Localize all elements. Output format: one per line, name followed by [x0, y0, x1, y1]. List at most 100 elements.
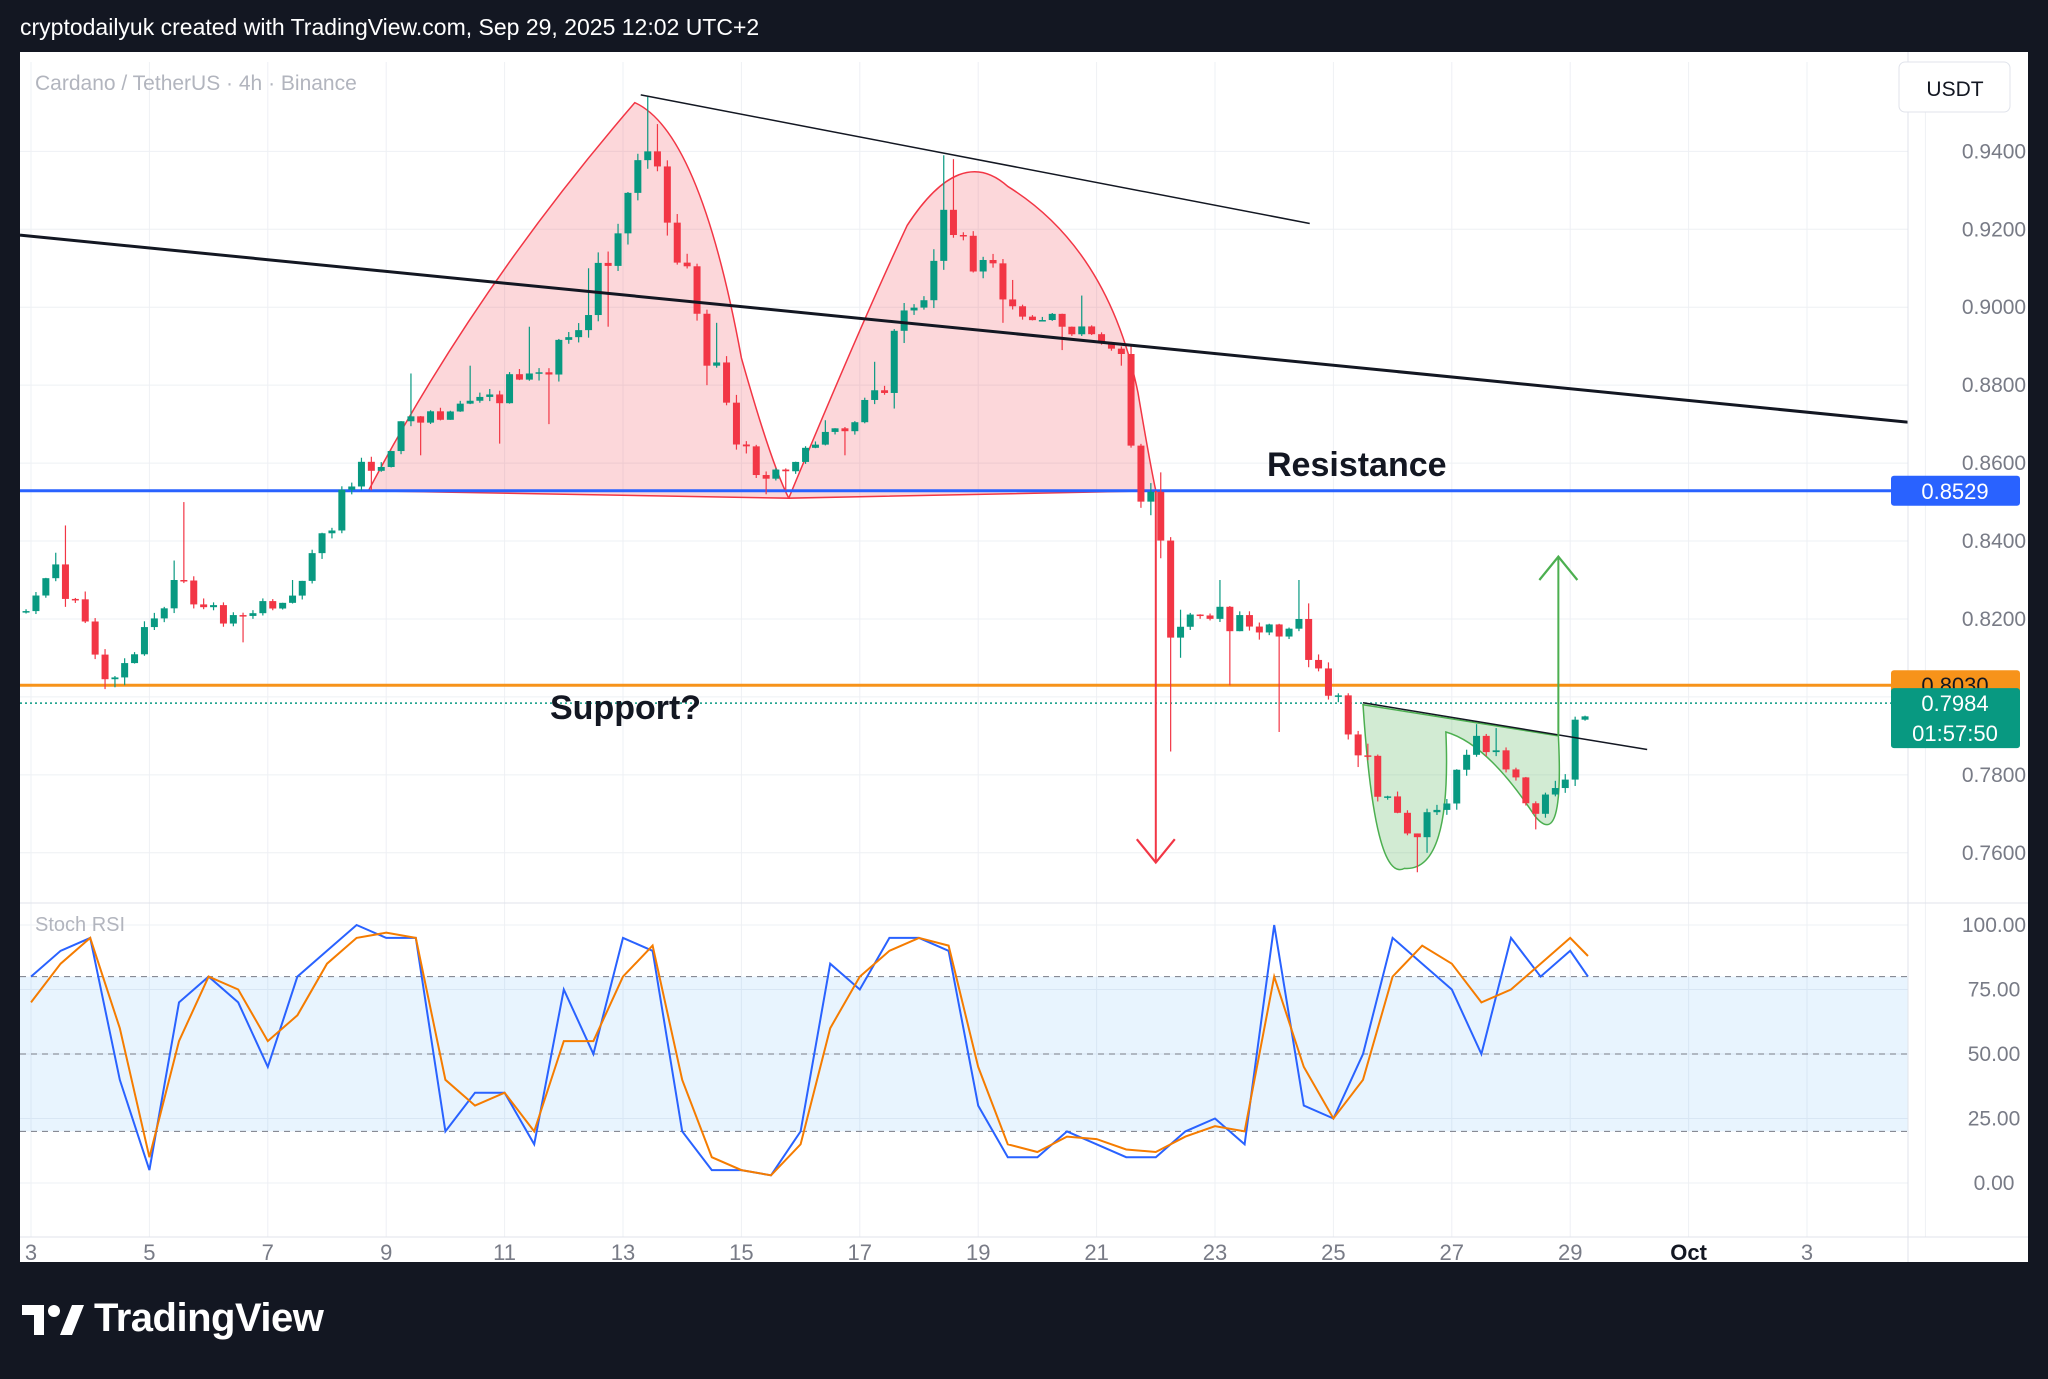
- candle-body: [881, 390, 889, 393]
- tradingview-logo[interactable]: TradingView: [22, 1296, 324, 1341]
- candle-body: [1285, 628, 1293, 637]
- price-axis-tick-label: 0.8600: [1962, 452, 2026, 475]
- candle-body: [752, 446, 760, 476]
- candle-body: [565, 337, 573, 340]
- candle-body: [900, 310, 908, 331]
- candle-body: [219, 605, 227, 624]
- time-axis-tick-label: 5: [143, 1240, 155, 1262]
- candle-body: [1502, 750, 1510, 770]
- candle-body: [1255, 626, 1263, 633]
- candle-body: [703, 313, 711, 366]
- currency-label: USDT: [1926, 78, 1983, 101]
- candle-body: [1463, 754, 1471, 770]
- candle-body: [1226, 606, 1234, 632]
- candle-body: [22, 611, 30, 613]
- candle-body: [1571, 719, 1579, 780]
- candle-body: [594, 262, 602, 316]
- horizontal-levels: [20, 489, 1908, 704]
- candle-body: [841, 428, 849, 432]
- time-axis-tick-label: 25: [1321, 1240, 1345, 1262]
- inverse-head-shoulders-shape: [1362, 703, 1561, 871]
- price-axis-tick-label: 0.8400: [1962, 530, 2026, 553]
- candle-body: [1334, 695, 1342, 697]
- candle-body: [851, 422, 859, 432]
- price-label: 0.8529: [1921, 479, 1988, 504]
- candle-body: [772, 469, 780, 479]
- arrows: [1135, 490, 1579, 865]
- candle-body: [486, 394, 494, 397]
- candle-body: [713, 362, 721, 366]
- stoch-rsi-title: Stoch RSI: [35, 914, 125, 936]
- candle-body: [811, 444, 819, 448]
- price-axis-tick-label: 0.8800: [1962, 374, 2026, 397]
- candle-body: [150, 618, 158, 628]
- stoch-rsi-pane: [20, 923, 1908, 1177]
- candle-body: [1265, 624, 1273, 633]
- stoch-series-d: [30, 931, 1589, 1177]
- candle-body: [180, 580, 188, 582]
- candle-body: [1196, 614, 1204, 617]
- stoch-series-k: [30, 923, 1589, 1177]
- candle-body: [259, 601, 267, 614]
- double-top-left-dome: [367, 101, 790, 499]
- chart-canvas[interactable]: 0.9400 0.9200 0.9000 0.8800 0.8600 0.8400 0.82…: [2, 52, 2028, 1265]
- stoch-axis-tick-label: 75.00: [1968, 979, 2021, 1002]
- up-arrow-head: [1538, 554, 1579, 581]
- pattern-shapes: [367, 101, 1561, 871]
- candle-body: [742, 444, 750, 447]
- stoch-axis-tick-label: 100.00: [1962, 914, 2026, 937]
- candle-body: [1236, 615, 1244, 632]
- candle-body: [1137, 445, 1145, 502]
- candle-body: [802, 447, 810, 462]
- currency-box: [1898, 61, 2011, 113]
- candle-body: [417, 416, 425, 423]
- candle-body: [673, 222, 681, 263]
- candle-body: [871, 390, 879, 400]
- candle-body: [782, 469, 790, 472]
- candle-body: [575, 330, 583, 338]
- candle-body: [367, 461, 375, 471]
- candle-body: [663, 166, 671, 223]
- time-axis-tick-label: 3: [25, 1240, 37, 1262]
- time-axis-tick-label: 27: [1440, 1240, 1464, 1262]
- candle-body: [456, 403, 464, 412]
- time-axis-tick-label: 23: [1203, 1240, 1227, 1262]
- candle-body: [1581, 716, 1589, 720]
- candle-body: [1305, 618, 1313, 660]
- candle-body: [1275, 624, 1283, 637]
- candle-body: [496, 394, 504, 404]
- candle-body: [949, 209, 957, 236]
- time-axis-tick-label: 9: [380, 1240, 392, 1262]
- candle-body: [1167, 540, 1175, 638]
- candle-body: [476, 396, 484, 401]
- candle-body: [634, 160, 642, 193]
- descending-trendline: [19, 233, 1909, 424]
- candle-body: [1492, 750, 1500, 753]
- candle-body: [1443, 803, 1451, 810]
- time-axis-tick-label: 21: [1084, 1240, 1108, 1262]
- candle-body: [1364, 755, 1372, 757]
- stoch-axis-tick-label: 25.00: [1968, 1108, 2021, 1131]
- price-axis-tick-label: 0.7800: [1962, 764, 2026, 787]
- candle-body: [1117, 348, 1125, 354]
- candle-body: [1127, 353, 1135, 446]
- axes: [20, 52, 2028, 1262]
- candle-body: [1048, 313, 1056, 321]
- candle-body: [338, 489, 346, 531]
- candle-body: [831, 428, 839, 432]
- resistance-annotation: Resistance: [1267, 446, 1447, 484]
- candle-body: [1384, 796, 1392, 798]
- candle-body: [1374, 755, 1382, 797]
- candle-body: [1019, 306, 1027, 317]
- candle-body: [1295, 618, 1303, 629]
- candle-body: [979, 259, 987, 272]
- price-axis-tick-label: 0.9000: [1962, 296, 2026, 319]
- price-axis-tick-label: 0.9400: [1962, 140, 2026, 163]
- candle-body: [1068, 326, 1076, 335]
- stoch-axis-tick-label: 0.00: [1974, 1172, 2015, 1195]
- candle-body: [32, 595, 40, 612]
- candle-body: [121, 663, 129, 678]
- tradingview-logo-icon: [22, 1304, 84, 1335]
- candle-body: [1433, 809, 1441, 813]
- candle-body: [1206, 615, 1214, 619]
